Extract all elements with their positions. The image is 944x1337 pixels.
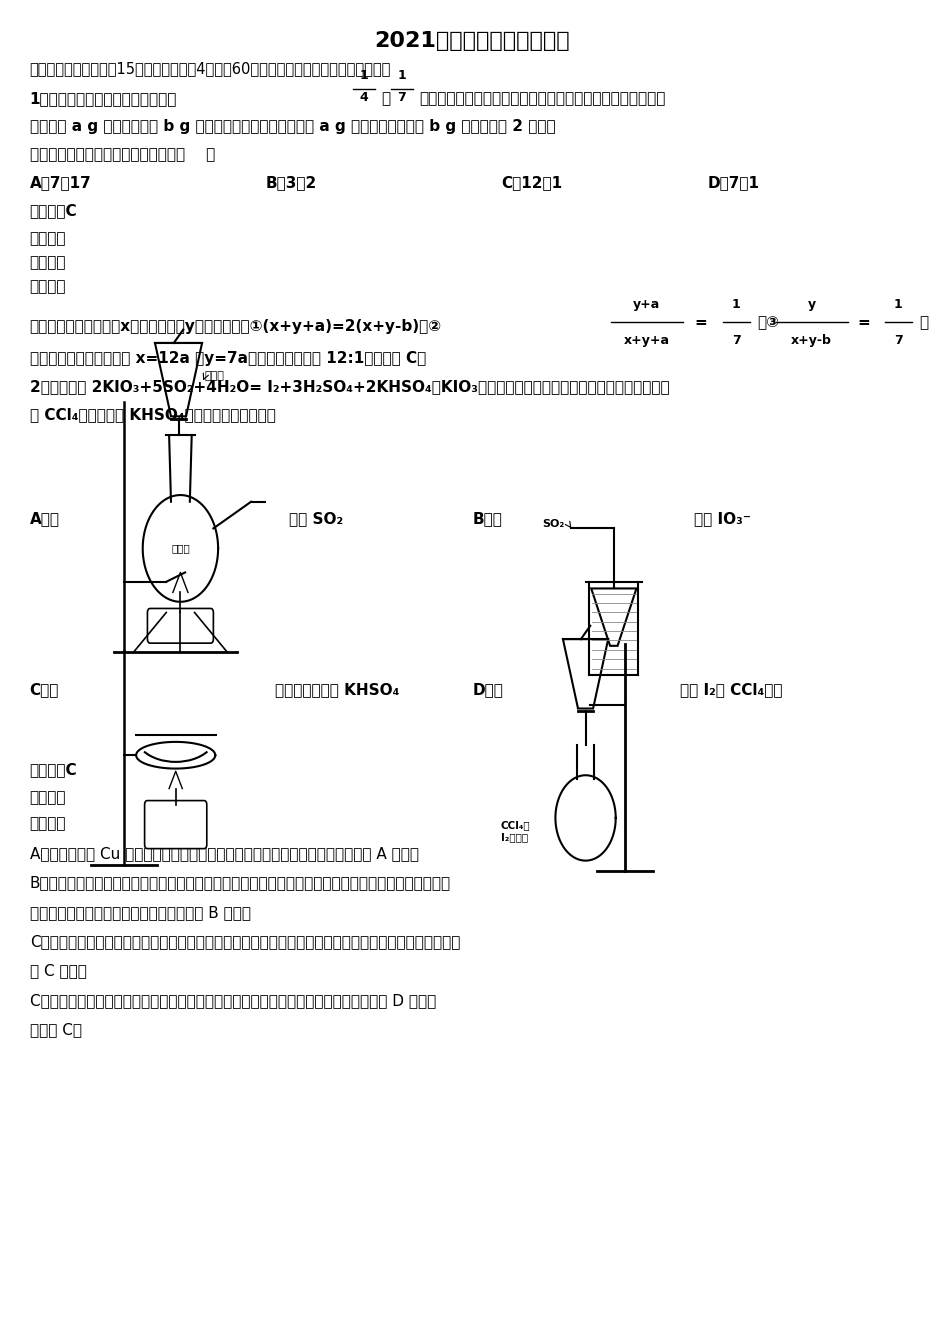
Text: 浓硫酸: 浓硫酸	[205, 372, 225, 381]
Text: C．用: C．用	[29, 682, 59, 697]
Text: 从水溶液中提取 KHSO₄: 从水溶液中提取 KHSO₄	[275, 682, 398, 697]
Text: 还原 IO₃⁻: 还原 IO₃⁻	[693, 511, 750, 525]
Text: =: =	[856, 316, 868, 330]
Text: 至少增加 a g 锡或至少减少 b g 铜恰好使其成为钟青铜，增加 a g 锡后的质量是减少 b g 铜后质量的 2 倍．则: 至少增加 a g 锡或至少减少 b g 铜恰好使其成为钟青铜，增加 a g 锡后…	[29, 119, 555, 134]
Text: 7: 7	[893, 334, 902, 346]
Text: 制取 I₂的 CCl₄溶液: 制取 I₂的 CCl₄溶液	[679, 682, 782, 697]
Text: 【详解】: 【详解】	[29, 817, 66, 832]
Text: 4: 4	[360, 91, 368, 104]
Text: CCl₄与
I₂的废液: CCl₄与 I₂的废液	[499, 821, 530, 842]
Text: 炭铜屑: 炭铜屑	[171, 543, 190, 554]
Text: 【解析】: 【解析】	[29, 790, 66, 805]
Text: 故 C 错误；: 故 C 错误；	[29, 964, 87, 979]
Text: B．3：2: B．3：2	[265, 175, 316, 190]
Text: 1: 1	[732, 298, 740, 312]
Text: x+y-b: x+y-b	[790, 334, 832, 346]
Text: A．用: A．用	[29, 511, 59, 525]
Text: 2．依据反应 2KIO₃+5SO₂+4H₂O= I₂+3H₂SO₄+2KHSO₄（KIO₃过量），利用下列装置从反应后的溶液中制取碘: 2．依据反应 2KIO₃+5SO₂+4H₂O= I₂+3H₂SO₄+2KHSO₄…	[29, 378, 668, 394]
Text: 的 CCl₄溶液并回收 KHSO₄。下列说法不正确的是: 的 CCl₄溶液并回收 KHSO₄。下列说法不正确的是	[29, 406, 276, 422]
Text: C．从水溶液中获取硫酸氢钾应该采用蒸发结晶的方法，应该用蒸发皿蒸发溶液，坩埚用于灼烧固体物质，: C．从水溶液中获取硫酸氢钾应该采用蒸发结晶的方法，应该用蒸发皿蒸发溶液，坩埚用于…	[29, 935, 460, 949]
Text: 【解析】: 【解析】	[29, 231, 66, 246]
Text: （质量比）的青铜被称作钟青铜，有一铜锡合金样品，可通过: （质量比）的青铜被称作钟青铜，有一铜锡合金样品，可通过	[418, 91, 665, 106]
Text: 1: 1	[893, 298, 902, 312]
Text: 【详解】: 【详解】	[29, 279, 66, 294]
Text: 联立三个关系式可以解出 x=12a ，y=7a，因此铜锡之比为 12:1，答案选 C。: 联立三个关系式可以解出 x=12a ，y=7a，因此铜锡之比为 12:1，答案选…	[29, 350, 426, 366]
Text: y+a: y+a	[632, 298, 660, 312]
Text: 制取 SO₂: 制取 SO₂	[289, 511, 343, 525]
Text: 设原青铜中铜的质量为x，锡的质量为y，根据题意有①(x+y+a)=2(x+y-b)，②: 设原青铜中铜的质量为x，锡的质量为y，根据题意有①(x+y+a)=2(x+y-b…	[29, 320, 441, 334]
Text: 2021届新高考化学模拟试卷: 2021届新高考化学模拟试卷	[374, 31, 570, 51]
Text: y: y	[807, 298, 815, 312]
Text: D．7：1: D．7：1	[707, 175, 759, 190]
Text: x+y+a: x+y+a	[623, 334, 669, 346]
Text: 【答案】C: 【答案】C	[29, 203, 77, 218]
Text: 1．铜锡合金，又称青铜，含锡量为: 1．铜锡合金，又称青铜，含锡量为	[29, 91, 177, 106]
Text: 倒吸，所以能用该装置还原碘酸根离子，故 B 正确；: 倒吸，所以能用该装置还原碘酸根离子，故 B 正确；	[29, 905, 250, 920]
Text: 7: 7	[397, 91, 406, 104]
Text: ，③: ，③	[756, 316, 778, 330]
Text: 原铜锡合金样品中铜锡的质量之比为（    ）: 原铜锡合金样品中铜锡的质量之比为（ ）	[29, 147, 214, 162]
Text: 7: 7	[732, 334, 740, 346]
Text: B．用: B．用	[472, 511, 502, 525]
Text: 【分析】: 【分析】	[29, 255, 66, 270]
Text: 1: 1	[360, 70, 368, 82]
Text: 【答案】C: 【答案】C	[29, 762, 77, 777]
Text: C．12：1: C．12：1	[500, 175, 562, 190]
Text: SO₂: SO₂	[542, 519, 565, 529]
Text: A．加热条件下 Cu 和浓硫酸反应生成二氧化硫，所以该装置能制取二氧化硫，故 A 正确；: A．加热条件下 Cu 和浓硫酸反应生成二氧化硫，所以该装置能制取二氧化硫，故 A…	[29, 846, 418, 861]
Text: A．7：17: A．7：17	[29, 175, 92, 190]
Text: 1: 1	[397, 70, 406, 82]
Text: B．二氧化硫具有还原性，碘酸钾具有氧化性，二者可以发生氧化还原反应生成碘，且倒置的漏斗能防止: B．二氧化硫具有还原性，碘酸钾具有氧化性，二者可以发生氧化还原反应生成碘，且倒置…	[29, 876, 450, 890]
Text: 答案选 C。: 答案选 C。	[29, 1021, 81, 1038]
Text: C．四氯化碳和水不互溶，可以用四氯化碳萃取碘水中的碘，然后再用分液方法分离，故 D 正确；: C．四氯化碳和水不互溶，可以用四氯化碳萃取碘水中的碘，然后再用分液方法分离，故 …	[29, 992, 435, 1008]
Text: ，: ，	[919, 316, 927, 330]
Text: D．用: D．用	[472, 682, 503, 697]
Text: 一、单选题（本题包括15个小题，每小题4分，共60分．每小题只有一个选项符合题意）: 一、单选题（本题包括15个小题，每小题4分，共60分．每小题只有一个选项符合题意…	[29, 62, 391, 76]
Text: =: =	[693, 316, 706, 330]
Text: ～: ～	[380, 91, 390, 106]
